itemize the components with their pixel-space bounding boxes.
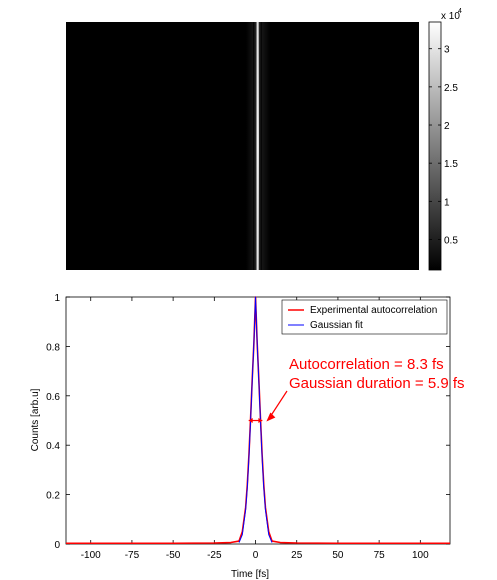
x-axis-ticks: -100 -75 -50 -25 0 25 50 75 100 (81, 297, 429, 561)
fwhm-arrowhead-left (248, 418, 253, 423)
y-tick-label: 0.2 (46, 491, 60, 502)
y-tick-label: 0 (54, 540, 60, 551)
colorbar-exponent-label: x 10 (441, 11, 460, 22)
x-tick-label: 100 (412, 550, 429, 561)
annotation-gaussian-duration: Gaussian duration = 5.9 fs (289, 375, 465, 392)
x-tick-label: -100 (81, 550, 101, 561)
colorbar: 3 2.5 2 1.5 1 0.5 x 10 4 (428, 8, 462, 271)
series-lines (66, 296, 450, 545)
colorbar-tick-label: 1.5 (444, 159, 458, 170)
colorbar-tick-label: 2 (444, 121, 450, 132)
colorbar-tick-label: 1 (444, 197, 450, 208)
annotation-autocorrelation: Autocorrelation = 8.3 fs (289, 356, 444, 373)
colorbar-tick-label: 2.5 (444, 83, 458, 94)
annotation-pointer-head (266, 412, 276, 422)
y-axis-label: Counts [arb.u] (30, 388, 41, 451)
colorbar-ticks: 3 2.5 2 1.5 1 0.5 (429, 45, 458, 246)
annotation: Autocorrelation = 8.3 fs Gaussian durati… (248, 356, 465, 423)
y-tick-label: 0.4 (46, 441, 60, 452)
x-tick-label: -75 (125, 550, 140, 561)
legend: Experimental autocorrelation Gaussian fi… (281, 299, 448, 335)
y-tick-label: 1 (54, 293, 60, 304)
legend-label-experimental: Experimental autocorrelation (310, 305, 437, 316)
x-tick-label: -25 (207, 550, 222, 561)
x-tick-label: 25 (291, 550, 303, 561)
series-line-gaussian (238, 296, 273, 543)
fwhm-arrowhead-right (258, 418, 263, 423)
line-chart: -100 -75 -50 -25 0 25 50 75 100 0 0.2 0.4 0.6 0.8 1 T… (30, 293, 465, 580)
annotation-pointer (269, 390, 288, 417)
colorbar-tick-label: 0.5 (444, 235, 458, 246)
x-tick-label: -50 (166, 550, 181, 561)
x-tick-label: 75 (374, 550, 386, 561)
fwhm-marker (248, 390, 288, 423)
x-axis-label: Time [fs] (231, 569, 269, 580)
legend-box (281, 299, 448, 335)
y-tick-label: 0.8 (46, 342, 60, 353)
x-tick-label: 50 (332, 550, 344, 561)
colorbar-exponent-power: 4 (458, 8, 462, 15)
x-tick-label: 0 (253, 550, 259, 561)
y-tick-label: 0.6 (46, 392, 60, 403)
heatmap-trace-core (256, 22, 259, 270)
colorbar-tick-label: 3 (444, 45, 450, 56)
legend-label-gaussian: Gaussian fit (310, 320, 363, 331)
heatmap-panel (66, 22, 419, 270)
colorbar-gradient (428, 21, 442, 271)
heatmap-image (66, 22, 419, 270)
